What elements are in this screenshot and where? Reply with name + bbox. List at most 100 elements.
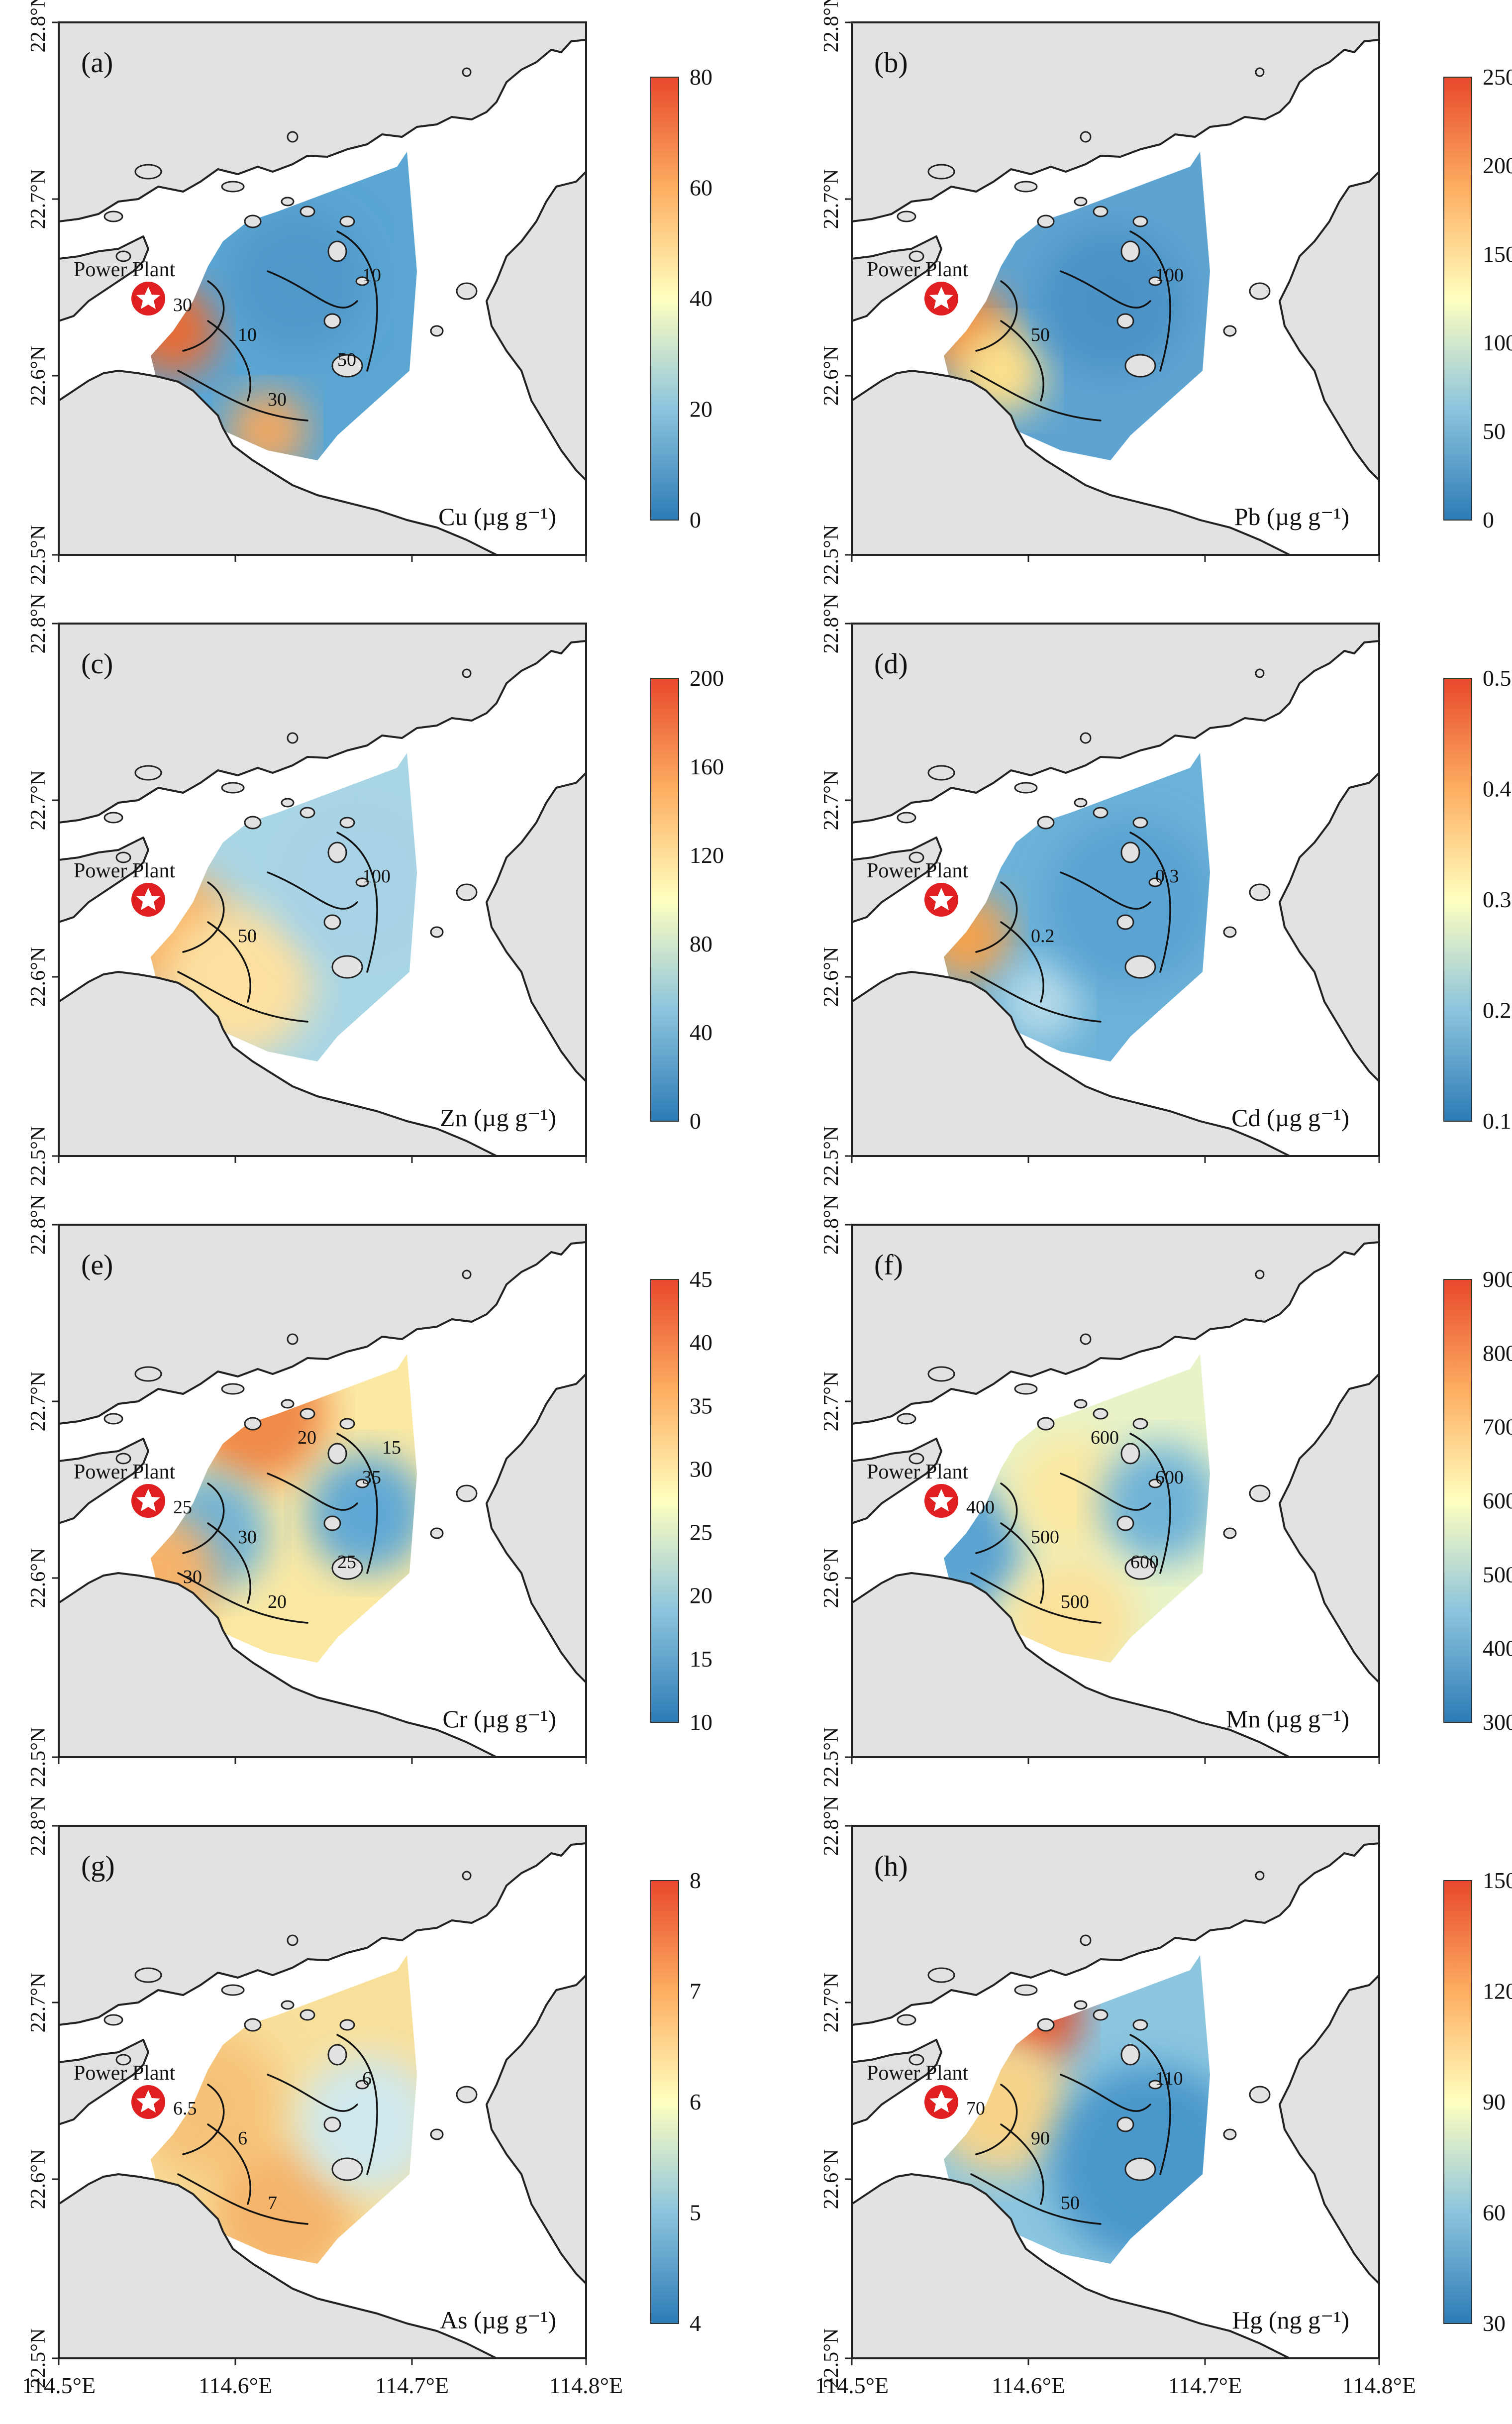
y-tick-label: 22.8°N bbox=[820, 594, 843, 654]
island bbox=[221, 782, 245, 794]
colorbar-tick-label: 250 bbox=[1483, 64, 1512, 90]
contour-label: 50 bbox=[1031, 324, 1050, 345]
island bbox=[287, 131, 299, 143]
island bbox=[1037, 214, 1055, 228]
power-plant-marker bbox=[924, 1484, 958, 1518]
contour-label: 500 bbox=[1061, 1591, 1089, 1612]
island bbox=[927, 765, 955, 781]
panel-label: (g) bbox=[81, 1850, 115, 1882]
contour-line bbox=[336, 230, 378, 372]
island bbox=[281, 197, 295, 207]
colorbar-tick-label: 0 bbox=[1483, 507, 1494, 532]
island bbox=[339, 817, 355, 829]
island bbox=[134, 765, 162, 781]
island bbox=[115, 851, 131, 863]
panel-label: (c) bbox=[81, 647, 113, 680]
colorbar-tick-label: 20 bbox=[690, 397, 712, 422]
colorbar-tick-label: 500 bbox=[1483, 1562, 1512, 1587]
island bbox=[1120, 1443, 1140, 1465]
variable-label: Cu (µg g⁻¹) bbox=[438, 503, 556, 530]
island bbox=[103, 2014, 123, 2026]
map-panel: 10 10 30 30 50 Power Plant (a) Cu (µg g⁻¹) 22.5°… bbox=[27, 0, 712, 585]
island bbox=[300, 2009, 315, 2021]
contour-label: 10 bbox=[362, 265, 381, 286]
contour-line bbox=[177, 971, 308, 1023]
y-tick-label: 22.8°N bbox=[27, 1195, 50, 1255]
y-tick-label: 22.8°N bbox=[820, 1195, 843, 1255]
island bbox=[430, 1527, 444, 1539]
island bbox=[327, 1443, 347, 1465]
colorbar-tick-label: 900 bbox=[1483, 1266, 1512, 1292]
colorbar-tick-label: 150 bbox=[1483, 1868, 1512, 1893]
colorbar-tick-label: 60 bbox=[1483, 2200, 1506, 2225]
contour-label: 20 bbox=[268, 1591, 287, 1612]
contour-line bbox=[267, 1473, 358, 1511]
contour-label: 0.3 bbox=[1155, 866, 1179, 887]
island bbox=[1249, 883, 1271, 901]
contour-line bbox=[975, 2084, 1018, 2155]
land-mass bbox=[852, 2173, 1291, 2358]
colorbar-tick-label: 45 bbox=[690, 1266, 712, 1292]
island bbox=[355, 2080, 369, 2090]
variable-label: Cr (µg g⁻¹) bbox=[443, 1705, 557, 1733]
island bbox=[1223, 926, 1237, 938]
island bbox=[1116, 1515, 1134, 1531]
contour-label: 30 bbox=[173, 295, 192, 316]
power-plant-label: Power Plant bbox=[74, 859, 175, 882]
land-mass bbox=[1279, 772, 1379, 1082]
contour-label: 50 bbox=[1061, 2193, 1080, 2213]
island bbox=[221, 1383, 245, 1395]
island bbox=[430, 325, 444, 337]
island bbox=[1014, 1383, 1038, 1395]
contour-label: 6 bbox=[362, 2068, 372, 2089]
y-tick-label: 22.7°N bbox=[820, 770, 843, 831]
contour-line bbox=[1129, 832, 1171, 973]
contour-label: 10 bbox=[238, 324, 257, 345]
y-tick-label: 22.5°N bbox=[27, 525, 50, 585]
y-tick-label: 22.5°N bbox=[27, 1727, 50, 1788]
island bbox=[355, 276, 369, 286]
colorbar: 300 400 500 600 700 800 900 bbox=[1443, 1266, 1512, 1735]
contour-line bbox=[182, 280, 225, 352]
y-tick-label: 22.8°N bbox=[27, 0, 50, 52]
island bbox=[1132, 215, 1148, 227]
island bbox=[323, 914, 341, 930]
y-tick-label: 22.6°N bbox=[820, 1548, 843, 1608]
y-tick-label: 22.7°N bbox=[27, 1973, 50, 2033]
island bbox=[1255, 1871, 1265, 1881]
contour-line bbox=[1060, 270, 1151, 309]
land-mass bbox=[59, 1572, 498, 1757]
colorbar-tick-label: 35 bbox=[690, 1393, 712, 1418]
land-mass bbox=[852, 971, 1291, 1156]
power-plant-label: Power Plant bbox=[74, 258, 175, 281]
island bbox=[927, 164, 955, 180]
colorbar-tick-label: 200 bbox=[1483, 153, 1512, 178]
contour-line bbox=[975, 280, 1018, 352]
island bbox=[1037, 816, 1055, 830]
variable-label: Hg (ng g⁻¹) bbox=[1232, 2306, 1349, 2334]
y-tick-label: 22.5°N bbox=[820, 1727, 843, 1788]
island bbox=[1124, 2157, 1156, 2181]
island bbox=[1093, 2009, 1109, 2021]
island bbox=[1249, 1484, 1271, 1502]
island bbox=[1148, 2080, 1162, 2090]
island bbox=[1116, 914, 1134, 930]
colorbar-tick-label: 15 bbox=[690, 1646, 712, 1672]
colorbar-tick-label: 40 bbox=[690, 286, 712, 311]
island bbox=[1014, 782, 1038, 794]
power-plant-label: Power Plant bbox=[74, 1461, 175, 1483]
island bbox=[1223, 1527, 1237, 1539]
y-tick-label: 22.7°N bbox=[820, 1371, 843, 1432]
island bbox=[1124, 1556, 1156, 1580]
x-tick-label: 114.8°E bbox=[549, 2373, 623, 2398]
colorbar-tick-label: 20 bbox=[690, 1583, 712, 1608]
island bbox=[287, 1333, 299, 1345]
contour-label: 50 bbox=[238, 926, 257, 947]
contour-label: 6 bbox=[238, 2128, 247, 2149]
colorbar-tick-label: 5 bbox=[690, 2200, 701, 2225]
land-mass bbox=[852, 624, 1379, 824]
x-tick-label: 114.6°E bbox=[199, 2373, 272, 2398]
power-plant-marker bbox=[131, 1484, 165, 1518]
x-tick-label: 114.6°E bbox=[992, 2373, 1065, 2398]
